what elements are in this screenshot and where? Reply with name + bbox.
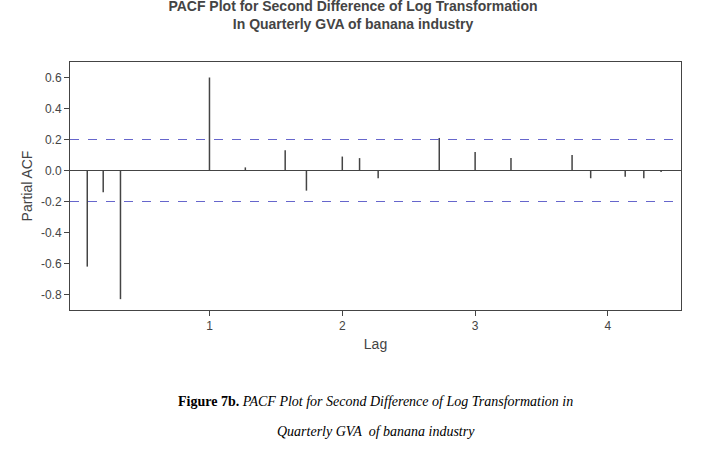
svg-text:-0.2: -0.2 xyxy=(41,195,62,209)
svg-text:Figure 7b. PACF Plot for Secon: Figure 7b. PACF Plot for Second Differen… xyxy=(178,394,573,409)
svg-text:0.4: 0.4 xyxy=(45,102,62,116)
svg-text:PACF Plot for Second Differenc: PACF Plot for Second Difference of Log T… xyxy=(168,0,537,32)
svg-text:-0.6: -0.6 xyxy=(41,257,62,271)
svg-text:4: 4 xyxy=(605,319,612,333)
svg-text:3: 3 xyxy=(472,319,479,333)
svg-text:0.2: 0.2 xyxy=(45,133,62,147)
svg-text:Lag: Lag xyxy=(364,336,387,352)
svg-text:-0.8: -0.8 xyxy=(41,288,62,302)
svg-text:0.6: 0.6 xyxy=(45,71,62,85)
svg-text:0.0: 0.0 xyxy=(45,164,62,178)
svg-text:Partial ACF: Partial ACF xyxy=(19,151,35,222)
svg-text:1: 1 xyxy=(206,319,213,333)
svg-text:Quarterly GVA of banana indus: Quarterly GVA of banana industry xyxy=(277,424,475,439)
svg-text:-0.4: -0.4 xyxy=(41,226,62,240)
svg-text:2: 2 xyxy=(339,319,346,333)
